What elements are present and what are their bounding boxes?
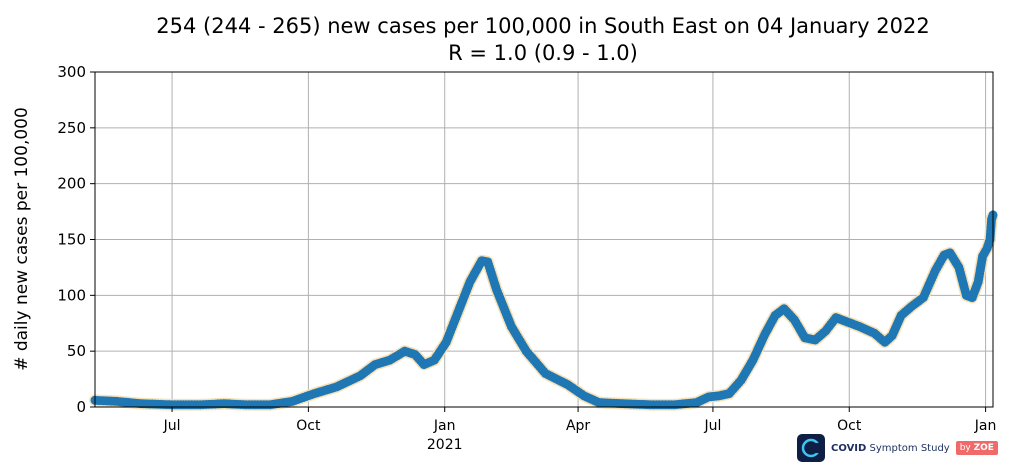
y-tick-label: 50 xyxy=(67,342,86,360)
y-tick-label: 250 xyxy=(57,119,86,137)
covid-symptom-study-logo: COVID Symptom Study by ZOE xyxy=(797,432,998,464)
covid-logo-icon xyxy=(797,434,825,462)
y-tick-label: 150 xyxy=(57,231,86,249)
x-tick-label: Oct xyxy=(296,418,321,434)
confidence-band xyxy=(89,211,999,411)
data-points xyxy=(90,210,998,410)
y-tick-label: 200 xyxy=(57,175,86,193)
y-tick-label: 300 xyxy=(57,63,86,81)
x-tick-label: Jan xyxy=(974,418,997,434)
x-tick-label: Oct xyxy=(837,418,862,434)
y-axis-ticks: 0 50 100 150 200 250 300 xyxy=(57,63,95,416)
chart-title: 254 (244 - 265) new cases per 100,000 in… xyxy=(156,14,929,38)
x-tick-label: Jul xyxy=(163,418,181,434)
x-tick-label: Jul xyxy=(703,418,721,434)
y-tick-label: 0 xyxy=(76,398,86,416)
chart-subtitle: R = 1.0 (0.9 - 1.0) xyxy=(448,41,638,65)
x-tick-label: Jan xyxy=(433,418,456,434)
x-tick-label: Apr xyxy=(566,418,590,434)
x-axis-ticks: Jul Oct Jan 2021 Apr Jul Oct Jan xyxy=(163,407,997,453)
y-axis-label: # daily new cases per 100,000 xyxy=(12,107,32,371)
grid xyxy=(95,71,993,408)
x-tick-sublabel: 2021 xyxy=(427,437,463,453)
y-tick-label: 100 xyxy=(57,286,86,304)
